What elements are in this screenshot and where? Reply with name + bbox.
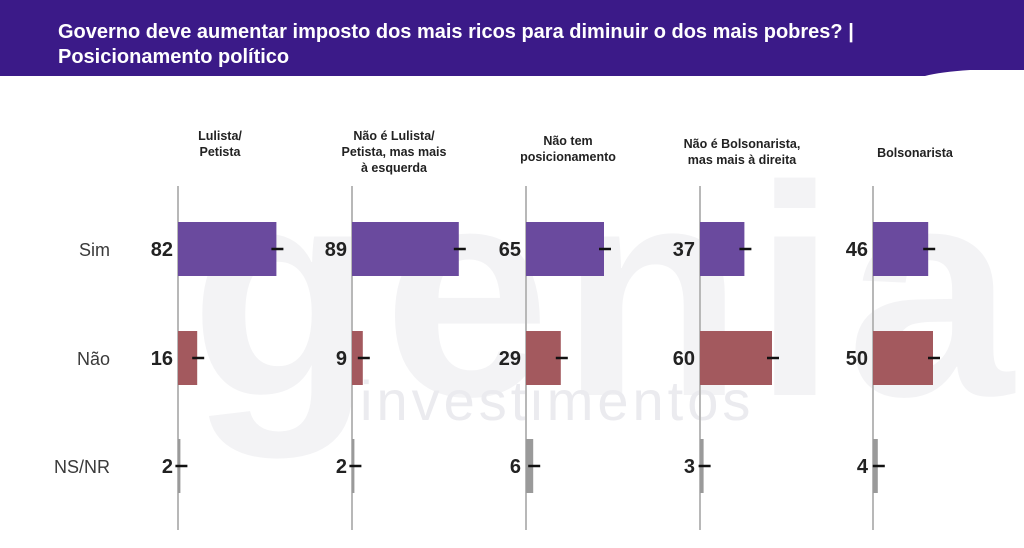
value-label-panel-2-2: 9 xyxy=(336,348,347,370)
value-label-panel-3-1: 65 xyxy=(499,239,521,261)
panel-title-4: Não é Bolsonarista, mas mais à direita xyxy=(684,137,801,167)
value-label-panel-5-3: 4 xyxy=(857,456,869,478)
value-label-panel-1-1: 82 xyxy=(151,239,173,261)
value-label-panel-4-3: 3 xyxy=(684,456,695,478)
page-title: Governo deve aumentar imposto dos mais r… xyxy=(58,21,854,68)
header-background xyxy=(0,0,1024,76)
value-label-panel-1-3: 2 xyxy=(162,456,173,478)
panel-title-2: Não é Lulista/Petista, mas mais à esquerd… xyxy=(342,129,447,175)
header-banner: Governo deve aumentar imposto dos mais r… xyxy=(0,0,1024,76)
value-label-panel-5-1: 46 xyxy=(846,239,868,261)
bar-panel-3-1 xyxy=(526,222,604,276)
bar-panel-5-1 xyxy=(873,222,929,276)
value-label-panel-4-2: 60 xyxy=(673,348,695,370)
panel-title-3: Não tem posicionamento xyxy=(520,134,616,164)
bar-panel-3-2 xyxy=(526,331,561,385)
category-label-3: NS/NR xyxy=(54,457,110,477)
bar-panel-4-1 xyxy=(700,222,745,276)
bar-panel-4-2 xyxy=(700,331,772,385)
bar-panel-1-1 xyxy=(178,222,277,276)
bar-panel-5-2 xyxy=(873,331,933,385)
value-label-panel-4-1: 37 xyxy=(673,239,695,261)
bar-panel-1-2 xyxy=(178,331,198,385)
panel-title-1: Lulista/Petista xyxy=(198,129,242,159)
category-label-2: Não xyxy=(77,349,110,369)
panel-title-5: Bolsonarista xyxy=(877,146,954,160)
value-label-panel-2-3: 2 xyxy=(336,456,347,478)
value-label-panel-3-3: 6 xyxy=(510,456,521,478)
value-label-panel-5-2: 50 xyxy=(846,348,868,370)
bar-panel-2-1 xyxy=(352,222,459,276)
value-label-panel-3-2: 29 xyxy=(499,348,521,370)
bar-panel-2-2 xyxy=(352,331,363,385)
category-label-1: Sim xyxy=(79,240,110,260)
value-label-panel-1-2: 16 xyxy=(151,348,173,370)
value-label-panel-2-1: 89 xyxy=(325,239,347,261)
